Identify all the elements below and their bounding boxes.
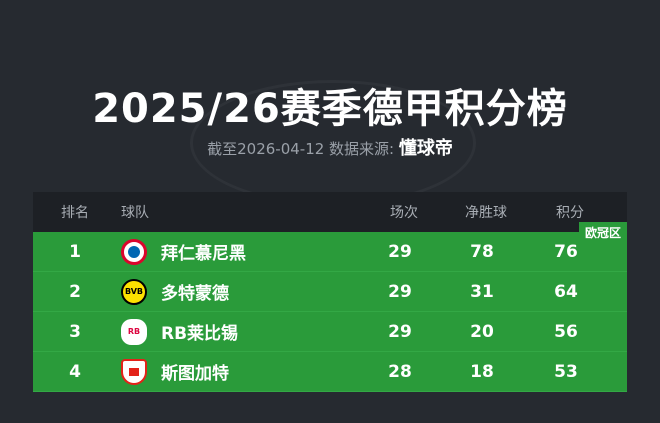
points: 76 xyxy=(554,241,578,262)
team-name: 拜仁慕尼黑 xyxy=(161,244,246,264)
goal-diff: 78 xyxy=(470,241,494,262)
rank: 1 xyxy=(69,241,81,262)
bayern-logo-icon xyxy=(121,238,147,265)
goal-diff: 31 xyxy=(470,281,494,302)
standings-table: 排名 球队 场次 净胜球 积分 1 拜仁慕尼黑 29 78 76 欧冠区 2 B… xyxy=(33,192,627,392)
table-row: 2 BVB 多特蒙德 29 31 64 xyxy=(33,272,627,312)
goal-diff: 18 xyxy=(470,361,494,382)
goal-diff: 20 xyxy=(470,321,494,342)
leipzig-logo-icon: RB xyxy=(121,318,147,345)
header-goal-diff: 净胜球 xyxy=(465,205,507,221)
header-played: 场次 xyxy=(390,205,418,221)
header-rank: 排名 xyxy=(61,205,89,221)
date-source-label: 截至2026-04-12 数据来源: xyxy=(207,140,395,158)
points: 53 xyxy=(554,361,578,382)
team-name: 多特蒙德 xyxy=(161,284,229,304)
table-header: 排名 球队 场次 净胜球 积分 xyxy=(33,192,627,232)
dortmund-logo-icon: BVB xyxy=(121,278,147,305)
team-name: RB莱比锡 xyxy=(161,324,239,344)
rank: 3 xyxy=(69,321,81,342)
table-row: 4 斯图加特 28 18 53 xyxy=(33,352,627,392)
subtitle: 截至2026-04-12 数据来源: 懂球帝 xyxy=(0,134,660,160)
points: 56 xyxy=(554,321,578,342)
rank: 4 xyxy=(69,361,81,382)
played: 28 xyxy=(388,361,412,382)
rank: 2 xyxy=(69,281,81,302)
stuttgart-logo-icon xyxy=(121,358,147,385)
header-points: 积分 xyxy=(556,205,584,221)
points: 64 xyxy=(554,281,578,302)
page-title: 2025/26赛季德甲积分榜 xyxy=(92,86,568,132)
champions-league-zone-badge: 欧冠区 xyxy=(578,222,627,243)
played: 29 xyxy=(388,241,412,262)
table-row: 3 RB RB莱比锡 29 20 56 xyxy=(33,312,627,352)
played: 29 xyxy=(388,321,412,342)
played: 29 xyxy=(388,281,412,302)
header-team: 球队 xyxy=(121,205,149,221)
table-row: 1 拜仁慕尼黑 29 78 76 欧冠区 xyxy=(33,222,627,272)
source-name: 懂球帝 xyxy=(398,138,453,159)
team-name: 斯图加特 xyxy=(161,364,229,384)
